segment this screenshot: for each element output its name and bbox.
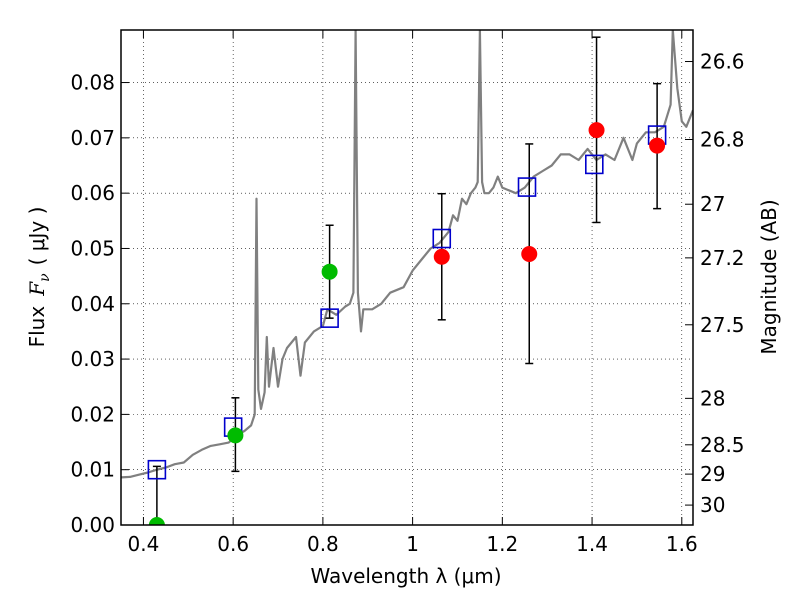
y-tick-label: 0.06 [70,181,115,205]
y-tick-label: 0.05 [70,236,115,260]
magnitude-tick-label: 28.5 [700,433,745,457]
magnitude-tick-label: 28 [700,386,725,410]
magnitude-axis: 26.6 26.8 27 27.2 27.5 28 28.5 29 30 [685,50,745,517]
model-photometry-square [147,459,167,480]
right-axis-label: Magnitude (AB) [757,199,781,354]
x-tick-label: 1.6 [666,532,698,556]
y-axis-label-unit: ( μJy ) [25,207,49,266]
y-tick-label: 0.02 [70,402,115,426]
x-tick-label: 0.8 [307,532,339,556]
magnitude-tick-label: 29 [700,462,725,486]
x-axis: 0.4 0.6 0.8 1 1.2 1.4 1.6 [128,30,698,556]
observed-point [521,245,538,262]
y-axis-label: Flux Fν ( μJy ) [25,207,53,348]
x-tick-label: 0.4 [128,532,160,556]
y-axis-label-subscript: ν [37,273,53,282]
model-photometry-square [320,308,339,328]
y-axis: 0.00 0.01 0.02 0.03 0.04 0.05 0.06 0.07 0.08 [70,71,129,537]
series-group [121,30,693,525]
magnitude-tick-label: 26.6 [700,50,745,74]
y-tick-label: 0.08 [70,71,115,95]
x-tick-label: 1 [406,532,419,556]
observed-point [148,517,165,525]
observed-point [649,137,666,154]
observed-point [433,248,450,265]
magnitude-tick-label: 30 [700,493,725,517]
magnitude-tick-label: 26.8 [700,128,745,152]
model-photometry-square [432,228,452,249]
y-tick-label: 0.03 [70,347,115,371]
y-tick-label: 0.07 [70,126,115,150]
y-tick-label: 0.01 [70,458,115,482]
y-tick-label: 0.04 [70,292,115,316]
model-photometry-square [517,177,537,197]
axes-frame [120,29,694,526]
observed-point [588,122,605,139]
magnitude-tick-label: 27 [700,192,725,216]
x-tick-label: 1.4 [576,532,608,556]
x-tick-label: 0.6 [217,532,249,556]
model-photometry-square [585,154,604,175]
model-spectrum-line [121,30,693,479]
x-tick-label: 1.2 [486,532,518,556]
y-tick-label: 0.00 [70,513,115,537]
observed-point [321,263,338,280]
observed-point [227,427,244,444]
y-axis-label-symbol: F [25,281,49,297]
magnitude-tick-label: 27.5 [700,313,745,337]
y-axis-label-prefix: Flux [25,306,49,348]
plot-area [121,30,693,525]
magnitude-tick-label: 27.2 [700,246,745,270]
x-axis-label: Wavelength λ (μm) [310,564,501,588]
